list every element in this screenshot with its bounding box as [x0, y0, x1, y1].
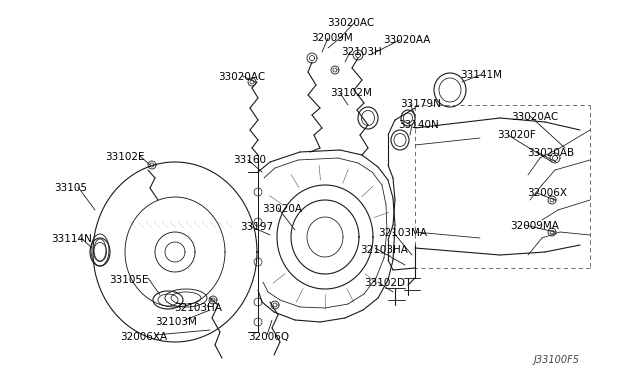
Text: 33020AC: 33020AC	[218, 72, 265, 82]
Text: 33020AB: 33020AB	[527, 148, 574, 158]
Text: 32103H: 32103H	[341, 47, 381, 57]
Text: 33114N: 33114N	[51, 234, 92, 244]
Text: 32103HA: 32103HA	[360, 245, 408, 255]
Text: 33102M: 33102M	[330, 88, 372, 98]
Text: 33179N: 33179N	[400, 99, 441, 109]
Text: 33102D: 33102D	[364, 278, 405, 288]
Text: 33160: 33160	[233, 155, 266, 165]
Text: 32006Q: 32006Q	[248, 332, 289, 342]
Text: 33105: 33105	[54, 183, 87, 193]
Text: 32009M: 32009M	[311, 33, 353, 43]
Text: 32103M: 32103M	[155, 317, 197, 327]
Text: 33020AC: 33020AC	[511, 112, 558, 122]
Text: J33100F5: J33100F5	[534, 355, 580, 365]
Text: 33140N: 33140N	[398, 120, 439, 130]
Text: 33020AA: 33020AA	[383, 35, 430, 45]
Text: 32009MA: 32009MA	[510, 221, 559, 231]
Text: 33105E: 33105E	[109, 275, 148, 285]
Text: 33197: 33197	[240, 222, 273, 232]
Text: 33102E: 33102E	[105, 152, 145, 162]
Text: 33020AC: 33020AC	[327, 18, 374, 28]
Text: 33141M: 33141M	[460, 70, 502, 80]
Text: 32103HA: 32103HA	[174, 303, 222, 313]
Text: 32103MA: 32103MA	[378, 228, 427, 238]
Text: 32006X: 32006X	[527, 188, 567, 198]
Text: 32006XA: 32006XA	[120, 332, 167, 342]
Text: 33020F: 33020F	[497, 130, 536, 140]
Text: 33020A: 33020A	[262, 204, 302, 214]
